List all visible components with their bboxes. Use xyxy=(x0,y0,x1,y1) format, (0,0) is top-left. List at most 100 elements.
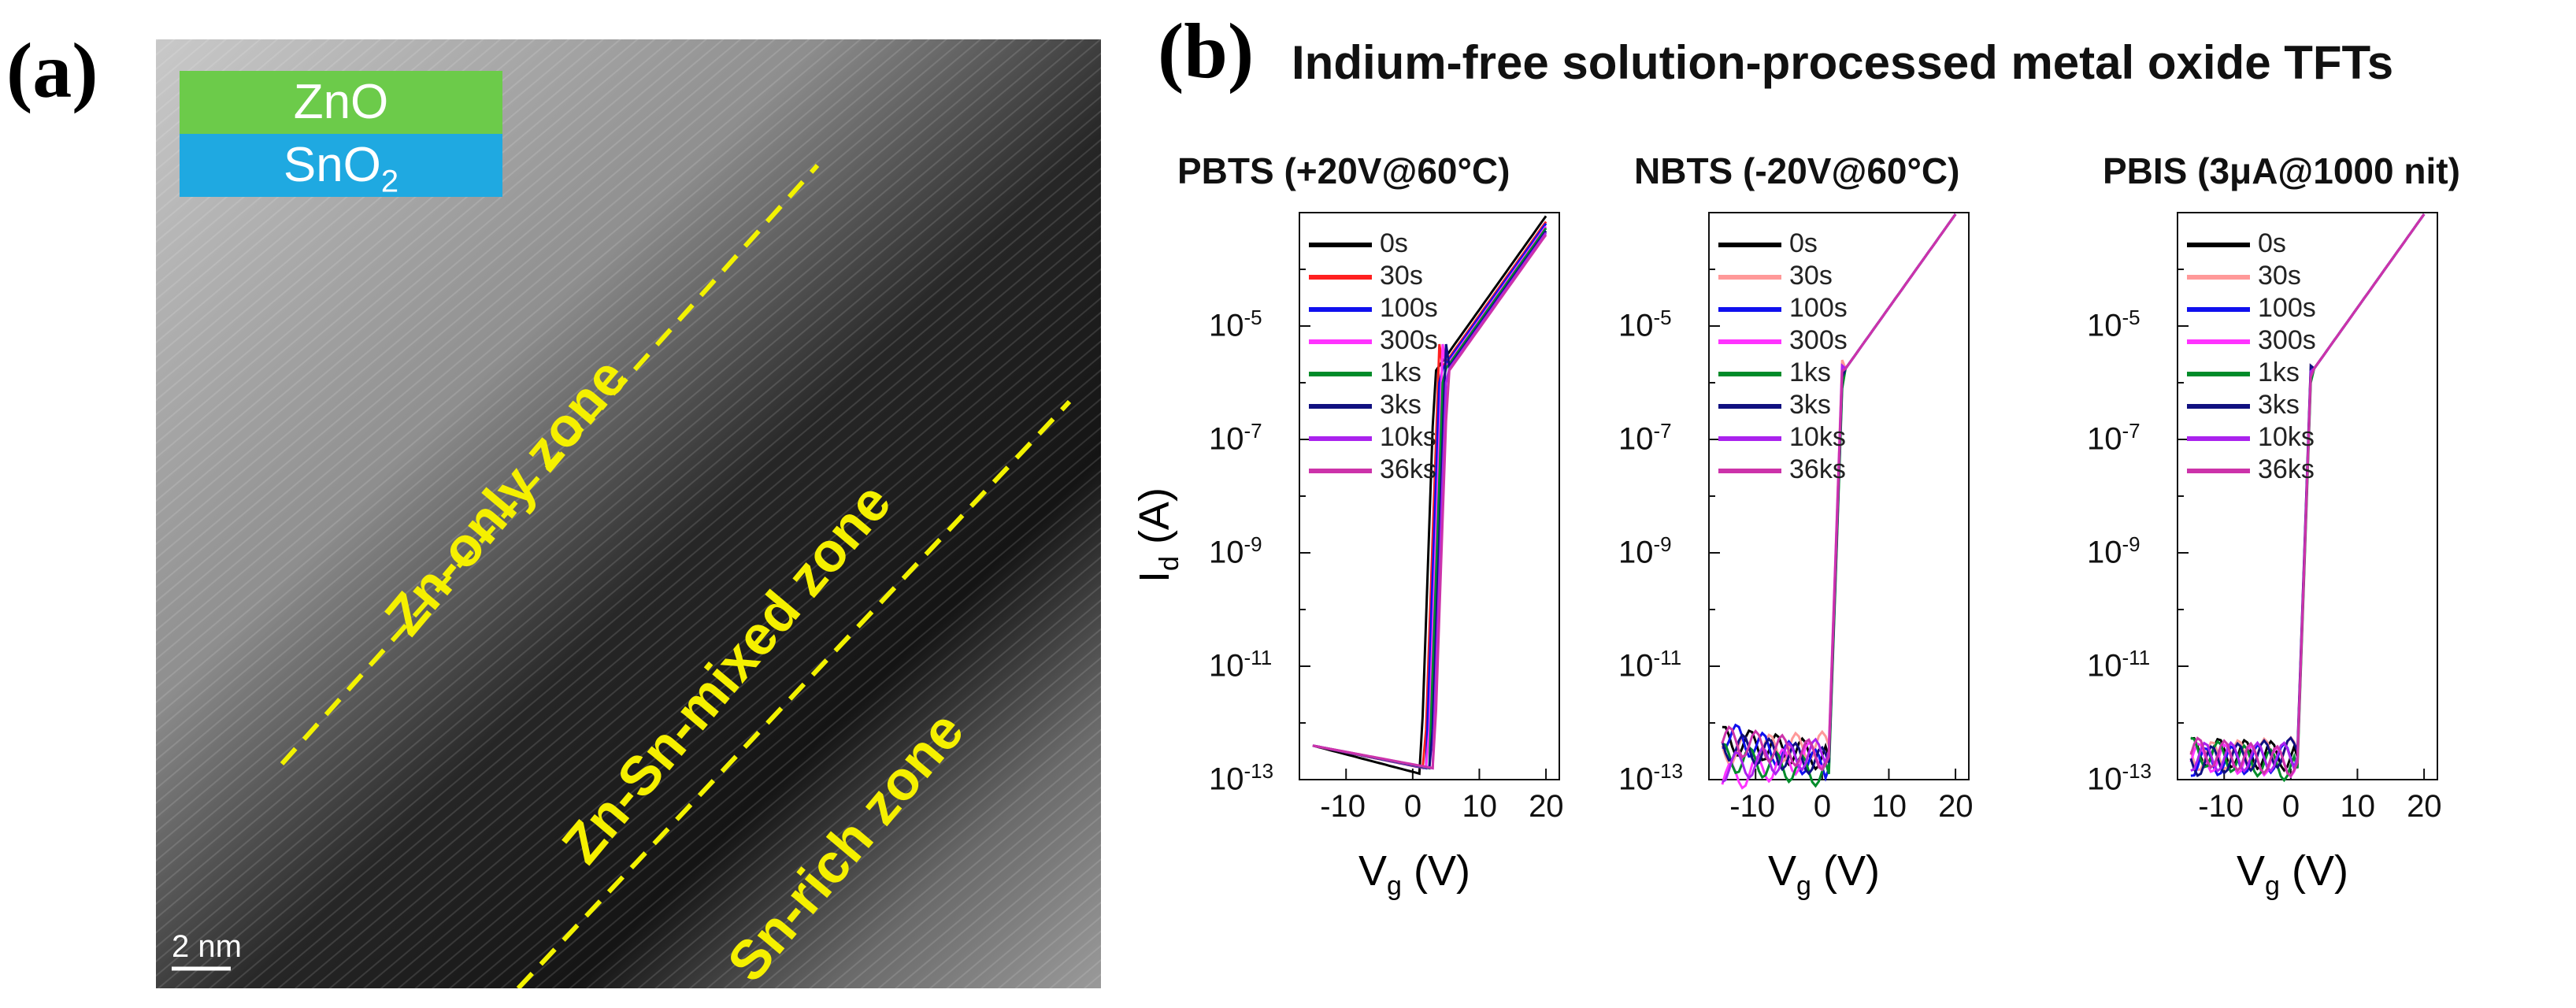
legend-label: 100s xyxy=(1789,293,1848,323)
legend-item: 36ks xyxy=(1309,454,1436,485)
legend-label: 100s xyxy=(1380,293,1438,323)
legend-swatch xyxy=(1309,275,1372,280)
legend-label: 1ks xyxy=(1789,358,1831,387)
y-tick-label: 10-13 xyxy=(2087,759,2152,797)
y-axis-label: Id (A) xyxy=(1131,487,1184,583)
legend-item: 100s xyxy=(1309,293,1438,324)
legend-swatch xyxy=(2187,404,2250,410)
y-tick-label: 10-7 xyxy=(1618,419,1672,457)
panel-a-label: (a) xyxy=(6,27,98,114)
layer-sno2-label: SnO xyxy=(283,138,381,192)
legend-swatch xyxy=(1718,243,1781,248)
chart-pbis: PBIS (3μA@1000 nit) 10-5 10-7 10-9 10-11 10-1… xyxy=(2087,150,2520,984)
legend-swatch xyxy=(2187,372,2250,377)
x-tick-label: 0 xyxy=(1813,789,1832,824)
y-tick-label: 10-5 xyxy=(1618,306,1672,343)
x-axis-label: Vg (V) xyxy=(1358,847,1470,901)
x-axis-label: Vg (V) xyxy=(1768,847,1880,901)
legend-label: 36ks xyxy=(2258,454,2315,484)
legend-swatch xyxy=(1718,436,1781,442)
legend-item: 36ks xyxy=(1718,454,1846,485)
legend-item: 0s xyxy=(1718,228,1818,259)
legend-label: 300s xyxy=(1380,325,1438,355)
layer-sno2-sub: 2 xyxy=(380,164,399,199)
zone-boundary-2 xyxy=(516,399,1072,988)
y-tick-label: 10-11 xyxy=(2087,646,2151,684)
tem-image: ZnO SnO2 Zn-only zone Zn-Sn-mixed zone S… xyxy=(156,39,1101,988)
y-tick-label: 10-7 xyxy=(2087,419,2140,457)
series-line-36ks xyxy=(1312,234,1547,770)
legend-swatch xyxy=(2187,275,2250,280)
chart-nbts: NBTS (-20V@60°C) 10-5 10-7 10-9 10-11 10-13 -1… xyxy=(1618,150,2052,984)
series-line-0s xyxy=(1312,215,1547,776)
x-tick-label: -10 xyxy=(1320,789,1366,824)
legend-label: 3ks xyxy=(1380,390,1421,420)
y-tick-label: 10-9 xyxy=(1618,532,1672,570)
x-tick-label: 20 xyxy=(1938,789,1974,824)
y-tick-label: 10-9 xyxy=(2087,532,2140,570)
x-tick-label: 10 xyxy=(1462,789,1497,824)
chart-title: NBTS (-20V@60°C) xyxy=(1634,150,1960,191)
y-tick-label: 10-7 xyxy=(1209,419,1262,457)
chart-title: PBIS (3μA@1000 nit) xyxy=(2103,150,2460,191)
legend-item: 10ks xyxy=(1718,422,1846,453)
legend-swatch xyxy=(1718,469,1781,474)
legend-label: 36ks xyxy=(1380,454,1436,484)
legend-swatch xyxy=(1309,436,1372,442)
y-tick-label: 10-5 xyxy=(2087,306,2140,343)
legend-label: 30s xyxy=(1380,261,1423,291)
plot-area xyxy=(2177,212,2438,783)
legend-label: 30s xyxy=(2258,261,2301,291)
legend-swatch xyxy=(1718,275,1781,280)
legend-label: 300s xyxy=(1789,325,1848,355)
legend-swatch xyxy=(1718,307,1781,313)
chart-pbts: PBTS (+20V@60°C) 10-5 10-7 10-9 10-11 10-13 -1… xyxy=(1131,150,1587,984)
legend-item: 30s xyxy=(1718,261,1833,291)
legend-label: 0s xyxy=(1789,228,1818,258)
legend-label: 10ks xyxy=(2258,422,2315,452)
legend-label: 1ks xyxy=(2258,358,2300,387)
zone-boundary-1 xyxy=(280,163,820,766)
legend-item: 100s xyxy=(1718,293,1848,324)
legend-swatch xyxy=(1309,339,1372,345)
legend-swatch xyxy=(1309,372,1372,377)
x-tick-label: -10 xyxy=(1729,789,1776,824)
legend-item: 300s xyxy=(2187,325,2316,356)
y-tick-label: 10-5 xyxy=(1209,306,1262,343)
y-tick-label: 10-13 xyxy=(1209,759,1274,797)
layer-zno-label: ZnO xyxy=(293,75,389,129)
panel-b-title: Indium-free solution-processed metal oxi… xyxy=(1292,36,2394,89)
legend-item: 30s xyxy=(1309,261,1423,291)
legend-item: 3ks xyxy=(1309,390,1421,421)
legend-swatch xyxy=(1309,404,1372,410)
legend-label: 1ks xyxy=(1380,358,1421,387)
series-line-36ks xyxy=(1721,213,1957,772)
x-tick-label: 20 xyxy=(2407,789,2442,824)
y-tick-label: 10-11 xyxy=(1618,646,1682,684)
tem-micrograph xyxy=(156,39,1101,988)
legend-label: 0s xyxy=(1380,228,1408,258)
legend-swatch xyxy=(2187,307,2250,313)
legend-swatch xyxy=(1718,339,1781,345)
legend-item: 36ks xyxy=(2187,454,2315,485)
legend-swatch xyxy=(1309,469,1372,474)
legend-swatch xyxy=(2187,436,2250,442)
legend-label: 300s xyxy=(2258,325,2316,355)
legend-swatch xyxy=(2187,469,2250,474)
legend-item: 300s xyxy=(1309,325,1438,356)
legend-item: 3ks xyxy=(2187,390,2300,421)
y-tick-label: 10-13 xyxy=(1618,759,1684,797)
legend-swatch xyxy=(1718,404,1781,410)
x-axis-label: Vg (V) xyxy=(2237,847,2348,901)
plot-area xyxy=(1299,212,1560,780)
x-tick-label: -10 xyxy=(2198,789,2244,824)
series-line-36ks xyxy=(2189,213,2426,778)
legend-swatch xyxy=(2187,243,2250,248)
panel-b-label: (b) xyxy=(1158,7,1255,94)
chart-title: PBTS (+20V@60°C) xyxy=(1177,150,1510,191)
legend-item: 100s xyxy=(2187,293,2316,324)
legend-label: 0s xyxy=(2258,228,2286,258)
legend-item: 1ks xyxy=(1718,358,1831,388)
x-tick-label: 20 xyxy=(1529,789,1564,824)
x-tick-label: 0 xyxy=(2281,789,2300,824)
